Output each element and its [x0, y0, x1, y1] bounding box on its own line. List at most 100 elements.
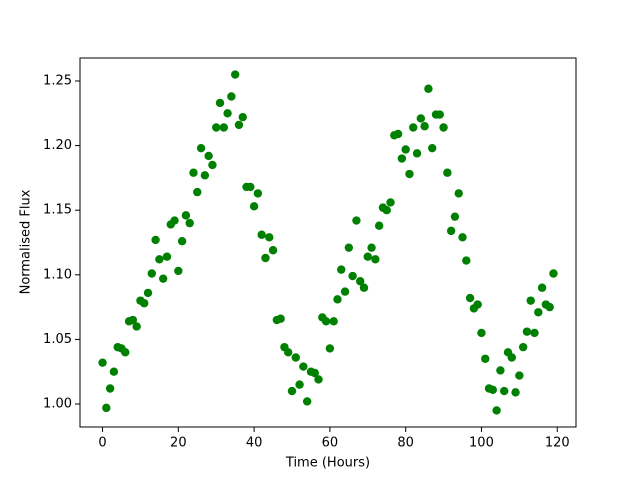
y-axis-label: Normalised Flux: [19, 189, 34, 294]
point: [481, 354, 490, 363]
point: [257, 230, 266, 239]
point: [174, 266, 183, 276]
point: [522, 327, 532, 336]
point: [424, 84, 433, 93]
point: [356, 277, 365, 286]
point: [265, 233, 274, 242]
point: [428, 143, 437, 153]
point: [238, 112, 247, 122]
point: [526, 296, 535, 305]
point: [363, 252, 372, 261]
point: [223, 109, 232, 118]
point: [200, 171, 210, 180]
point: [121, 348, 130, 357]
point: [227, 92, 236, 101]
point: [367, 243, 376, 252]
point: [477, 328, 486, 338]
point: [143, 288, 153, 298]
point: [158, 274, 168, 283]
point: [310, 368, 319, 378]
point: [109, 367, 119, 376]
point: [545, 302, 554, 312]
y-tick-label: 1.00: [43, 397, 72, 412]
point: [534, 308, 543, 317]
x-axis-label: Time (Hours): [285, 456, 370, 471]
point: [151, 235, 160, 245]
point: [409, 123, 418, 132]
point: [170, 216, 179, 225]
point: [386, 198, 395, 207]
point: [204, 151, 213, 161]
point: [488, 385, 498, 394]
point: [291, 353, 300, 362]
point: [530, 328, 539, 338]
point: [371, 255, 380, 264]
point: [230, 70, 240, 79]
point: [515, 371, 524, 380]
y-tick-label: 1.15: [43, 203, 72, 218]
point: [215, 98, 225, 108]
point: [147, 269, 157, 278]
point: [382, 205, 391, 215]
point: [155, 255, 164, 264]
point: [261, 253, 270, 263]
x-tick-label: 40: [246, 436, 263, 451]
point: [511, 388, 520, 397]
point: [374, 221, 384, 230]
point: [132, 322, 141, 331]
point: [284, 348, 293, 357]
point: [333, 295, 342, 304]
point: [537, 283, 547, 292]
point: [196, 143, 206, 153]
y-tick-label: 1.10: [43, 267, 72, 282]
point: [212, 123, 221, 132]
point: [128, 315, 138, 325]
point: [439, 123, 448, 132]
point: [185, 218, 194, 228]
x-tick-label: 120: [545, 436, 570, 451]
point: [462, 256, 471, 265]
x-tick-label: 60: [322, 436, 339, 451]
point: [344, 243, 354, 252]
y-tick-label: 1.25: [43, 73, 72, 88]
point: [397, 154, 407, 163]
point: [465, 293, 475, 303]
point: [314, 375, 323, 384]
y-tick-label: 1.20: [43, 138, 72, 153]
point: [268, 246, 278, 255]
point: [246, 182, 255, 192]
point: [420, 122, 429, 131]
point: [416, 114, 426, 123]
point: [549, 269, 558, 278]
point: [443, 168, 452, 177]
point: [405, 169, 414, 179]
x-tick-label: 100: [469, 436, 494, 451]
point: [249, 202, 259, 211]
point: [348, 271, 357, 281]
point: [295, 380, 304, 389]
point: [329, 317, 338, 326]
point: [98, 358, 107, 367]
point: [276, 314, 285, 323]
point: [321, 317, 331, 326]
point: [499, 386, 509, 396]
point: [435, 110, 444, 119]
point: [193, 187, 202, 197]
point: [102, 403, 111, 413]
point: [454, 189, 463, 198]
point: [352, 216, 361, 225]
point: [492, 406, 501, 415]
point: [473, 300, 482, 309]
point: [287, 386, 297, 396]
point: [177, 237, 187, 246]
point: [253, 189, 263, 198]
point: [337, 265, 346, 274]
point: [450, 212, 460, 221]
point: [208, 160, 217, 170]
point: [162, 252, 172, 261]
point: [340, 287, 350, 296]
point: [401, 145, 410, 154]
point: [393, 129, 403, 139]
point: [518, 342, 528, 352]
